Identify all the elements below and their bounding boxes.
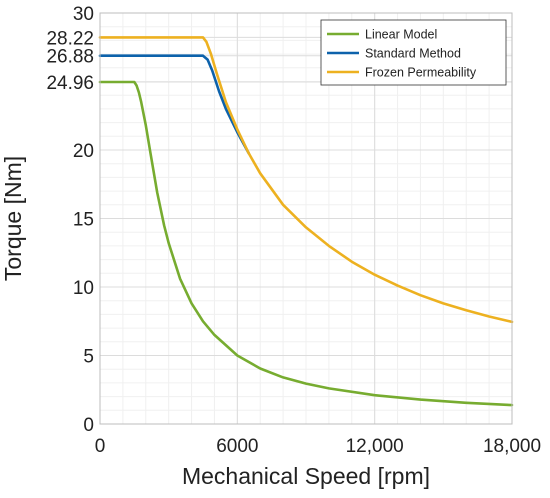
y-tick-label: 28.22: [46, 28, 94, 49]
series-line-linear-model: [98, 80, 514, 407]
y-tick-label: 15: [73, 210, 94, 231]
plot-frame: [99, 12, 513, 425]
legend: Linear Model Standard Method Frozen Permea…: [320, 19, 507, 86]
series-line-frozen-permeability: [98, 36, 514, 324]
x-tick-label: 6000: [216, 436, 258, 457]
y-tick-label: 26.88: [46, 47, 94, 68]
x-tick-label: 0: [95, 436, 106, 457]
legend-label: Standard Method: [365, 47, 461, 61]
x-tick-label: 12,000: [346, 436, 404, 457]
y-tick-label: 10: [73, 278, 94, 299]
y-tick-label: 5: [83, 347, 94, 368]
y-axis-title: Torque [Nm]: [0, 156, 26, 281]
legend-label: Linear Model: [365, 28, 437, 42]
x-tick-label: 18,000: [483, 436, 541, 457]
y-tick-label: 24.96: [46, 73, 94, 94]
y-tick-label: 20: [73, 141, 94, 162]
series-lines: [98, 36, 514, 407]
axis-ticks: 0 6000 12,000 18,000 0 5 10 15 20 24.96 26.8828.22…: [46, 4, 541, 457]
series-line-standard-method: [98, 54, 251, 155]
y-tick-label: 30: [73, 4, 94, 25]
x-axis-title: Mechanical Speed [rpm]: [182, 463, 430, 489]
legend-label: Frozen Permeability: [365, 66, 477, 80]
y-tick-label: 0: [83, 415, 94, 436]
